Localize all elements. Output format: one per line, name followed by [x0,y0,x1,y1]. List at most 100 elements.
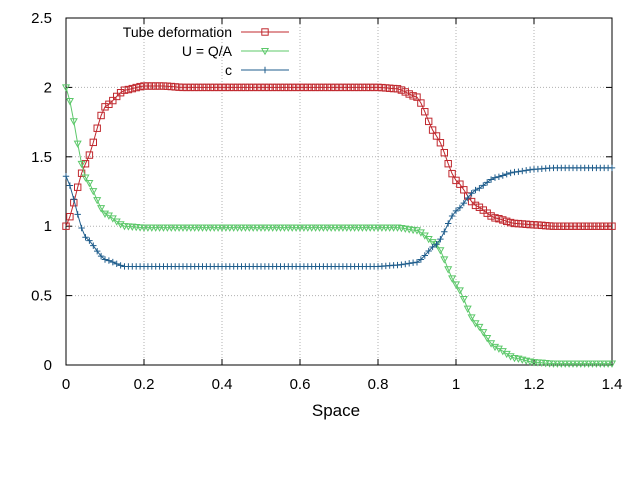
data-point-marker [584,360,593,368]
data-point-marker [151,224,160,232]
data-point-marker [272,224,281,232]
legend-entry: Tube deformation [123,24,289,40]
data-point-marker [249,83,257,92]
data-point-marker [268,224,277,232]
data-point-marker [409,92,417,100]
data-point-marker [417,256,425,263]
data-point-marker [577,222,585,230]
data-point-marker [484,179,491,186]
grid-lines [66,18,612,365]
data-point-marker [249,224,258,232]
data-point-marker [233,224,242,232]
plot-frame [65,17,613,366]
x-tick-label: 0.4 [212,376,233,393]
data-point-marker [261,66,269,74]
data-point-marker [77,169,86,177]
data-point-marker [452,176,460,185]
data-point-marker [401,88,410,96]
data-point-marker [85,180,94,188]
data-point-marker [542,221,550,230]
data-point-marker [116,89,125,97]
data-point-marker [245,83,254,92]
data-point-marker [90,242,97,249]
data-point-marker [171,83,179,91]
data-point-marker [139,224,149,232]
data-point-marker [128,84,137,93]
data-point-marker [507,169,514,177]
data-point-marker [553,222,562,230]
data-point-marker [386,84,394,92]
data-point-marker [608,164,616,172]
x-tick-label: 0.8 [368,376,389,393]
legend-label: c [225,62,232,78]
data-point-marker [300,83,308,92]
data-point-marker [518,220,526,228]
data-point-marker [596,222,604,230]
data-point-marker [491,174,499,181]
data-point-marker [604,360,613,368]
data-point-marker [378,83,386,92]
data-point-marker [444,266,453,274]
legend-entry: c [225,62,289,78]
data-point-marker [327,224,336,232]
data-point-marker [222,83,230,92]
data-point-marker [70,195,77,203]
data-point-marker [347,83,355,92]
data-point-marker [495,215,503,223]
data-point-marker [428,126,437,134]
data-point-marker [276,224,285,232]
data-point-marker [451,281,461,289]
x-tick-label: 1.4 [602,376,623,393]
data-point-marker [101,103,109,111]
data-point-marker [506,218,515,227]
y-tick-label: 1.5 [31,149,52,166]
data-point-marker [472,186,479,194]
data-point-marker [420,232,429,240]
data-point-marker [572,360,581,368]
data-point-marker [467,197,476,206]
data-point-marker [366,83,374,92]
data-point-marker [265,83,273,92]
data-point-marker [393,85,402,93]
data-point-marker [308,83,316,92]
data-point-marker [339,83,347,92]
data-point-marker [233,83,242,92]
data-point-marker [178,224,188,232]
data-point-marker [167,82,176,91]
data-point-marker [491,214,499,222]
data-point-marker [81,174,90,182]
data-point-marker [225,224,234,232]
data-point-marker [382,84,390,92]
data-point-marker [468,190,475,197]
data-point-marker [440,148,449,157]
data-point-marker [198,83,207,92]
data-point-marker [406,260,413,267]
data-point-marker [417,99,425,107]
data-point-marker [607,360,617,368]
data-point-marker [230,83,238,92]
data-point-marker [573,222,581,230]
data-point-marker [78,224,85,232]
data-point-marker [120,223,129,231]
data-point-marker [299,224,308,232]
data-point-marker [120,86,129,94]
data-point-marker [280,224,289,232]
data-point-marker [276,83,285,92]
data-point-marker [413,93,421,101]
data-point-marker [94,247,101,255]
data-point-marker [433,241,440,248]
data-point-marker [245,224,254,232]
data-point-marker [260,47,270,56]
data-point-marker [105,257,113,264]
data-point-marker [319,83,328,92]
data-point-marker [303,224,312,232]
y-tick-label: 0.5 [31,288,52,305]
data-point-marker [464,194,471,202]
data-point-marker [557,360,566,368]
data-point-marker [284,224,293,232]
data-point-marker [210,83,218,92]
data-point-marker [452,207,460,215]
data-point-marker [261,28,269,36]
data-point-marker [62,222,70,230]
data-point-marker [553,360,562,368]
